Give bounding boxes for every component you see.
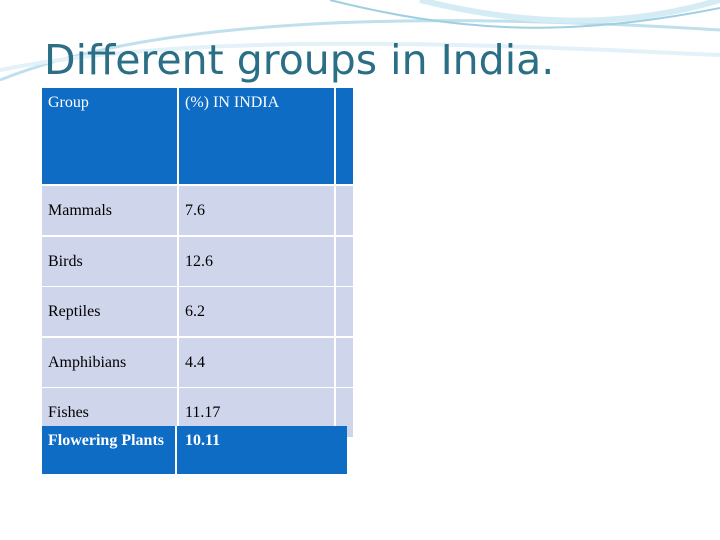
cell: Birds xyxy=(42,236,177,286)
cell: 12.6 xyxy=(179,236,334,286)
row-stub xyxy=(336,287,353,337)
cell: 7.6 xyxy=(179,186,334,235)
cell: 6.2 xyxy=(179,287,334,337)
slide-title: Different groups in India. xyxy=(44,36,555,84)
row-stub xyxy=(336,388,353,438)
row-stub xyxy=(336,337,353,387)
cell: 10.11 xyxy=(179,426,334,474)
header-cell: Group xyxy=(42,88,177,184)
decoration xyxy=(0,0,720,82)
header-stub xyxy=(336,88,353,184)
row-stub xyxy=(336,186,353,235)
cell: 4.4 xyxy=(179,337,334,387)
cell: Amphibians xyxy=(42,337,177,387)
cell: Reptiles xyxy=(42,287,177,337)
cell: Flowering Plants xyxy=(42,426,177,474)
cell: Mammals xyxy=(42,186,177,235)
row-stub xyxy=(336,236,353,286)
header-cell: (%) IN INDIA xyxy=(179,88,334,184)
